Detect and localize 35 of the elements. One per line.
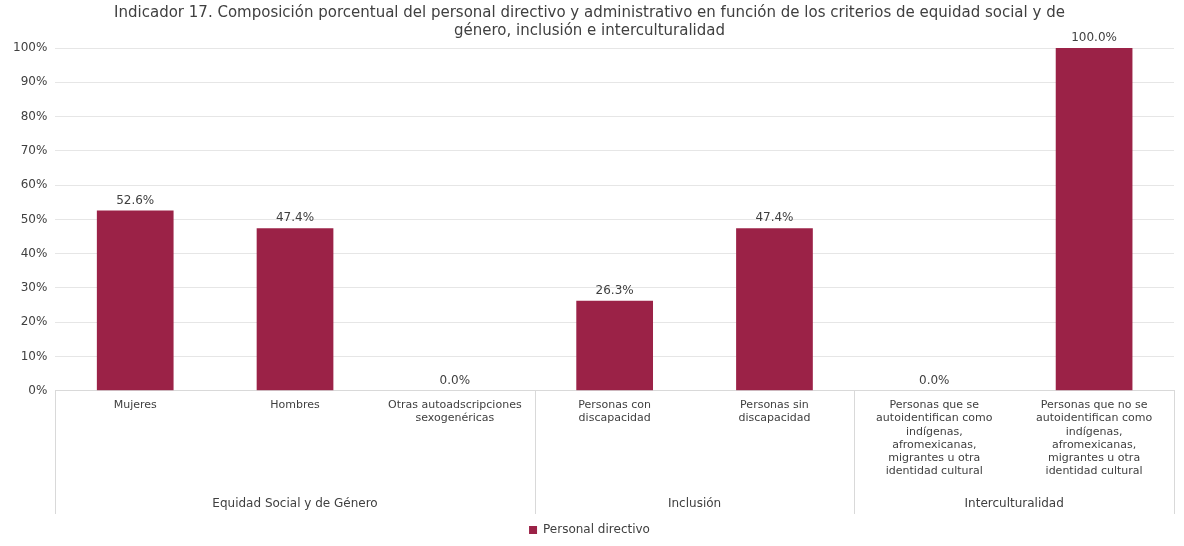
legend-label: Personal directivo [543, 522, 650, 537]
bar [1055, 48, 1133, 391]
data-label: 52.6% [116, 192, 155, 207]
bar [576, 300, 654, 391]
bar [736, 228, 813, 391]
data-label: 0.0% [439, 372, 471, 387]
x-tick-label: Hombres [270, 398, 321, 412]
x-tick-label: Personas con discapacidad [578, 398, 652, 425]
y-tick-label: 70% [20, 142, 48, 157]
text: Inclusión [667, 496, 722, 511]
chart-title: Indicador 17. Composición porcentual del personal directivo y administrativo en función de los criterios de equidad social y de género, inclusión e interculturalidad [114, 2, 1065, 39]
y-tick-label: 80% [20, 108, 48, 123]
x-tick-label: Personas sin discapacidad [738, 398, 811, 425]
x-tick-label: Mujeres [113, 398, 158, 412]
x-tick-label: Personas que no se autoidentifican como indígenas, afromexicanas, migrantes u otra identidad cultural [1035, 398, 1153, 478]
y-tick-label: 40% [20, 245, 48, 260]
y-tick-label: 0% [28, 382, 48, 397]
y-tick-label: 10% [20, 348, 48, 363]
y-tick-label: 100% [12, 40, 48, 55]
y-tick-label: 60% [20, 177, 48, 192]
x-tick-label: Otras autoadscripciones sexogenéricas [388, 398, 522, 425]
y-tick-label: 50% [20, 211, 48, 226]
text: Interculturalidad [964, 496, 1064, 511]
data-label: 100.0% [1071, 30, 1117, 45]
bar [96, 210, 174, 391]
y-tick-label: 20% [20, 314, 48, 329]
y-tick-label: 90% [20, 74, 48, 89]
data-label: 0.0% [919, 372, 950, 387]
bar [256, 228, 334, 391]
data-label: 26.3% [595, 282, 634, 297]
text: Equidad Social y de Género [212, 496, 378, 511]
x-tick-label: Personas que se autoidentifican como indígenas, afromexicanas, migrantes u otra identidad cultural [876, 398, 993, 478]
data-label: 47.4% [755, 210, 794, 225]
y-tick-label: 30% [20, 280, 48, 295]
data-label: 47.4% [275, 210, 315, 225]
